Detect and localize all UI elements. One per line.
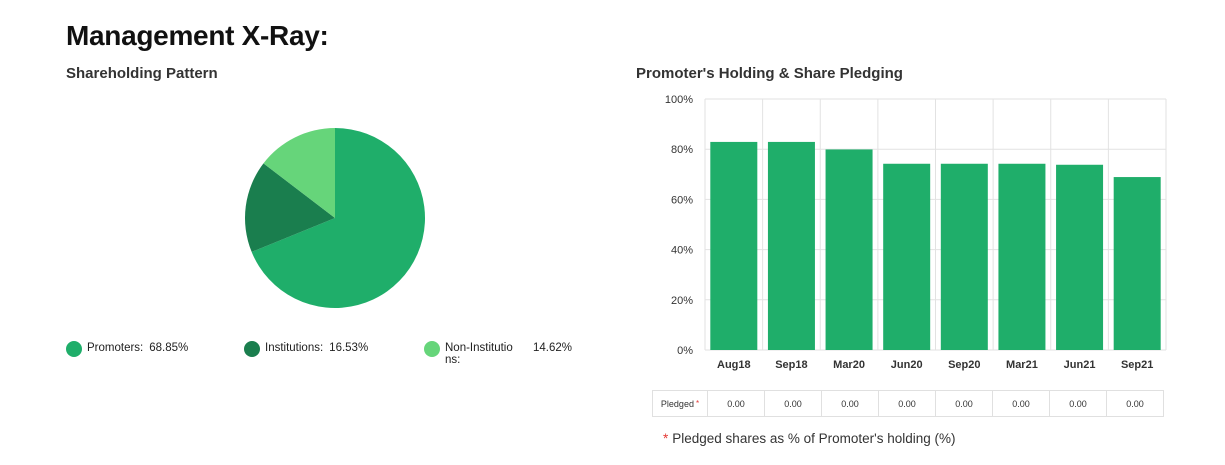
y-tick-label: 40%: [671, 245, 693, 257]
pledge-cell: 0.00: [821, 390, 879, 417]
y-tick-label: 60%: [671, 194, 693, 206]
legend-swatch-promoters: [66, 341, 82, 357]
x-tick-label: Sep21: [1121, 359, 1153, 371]
bar-sep21[interactable]: [1113, 177, 1161, 350]
pledge-asterisk: *: [695, 398, 700, 408]
pledge-cell: 0.00: [935, 390, 993, 417]
pie-chart-subtitle: Shareholding Pattern: [66, 65, 218, 82]
x-tick-label: Jun20: [891, 359, 923, 371]
footnote-text: Pledged shares as % of Promoter's holdin…: [672, 431, 956, 446]
y-tick-label: 20%: [671, 295, 693, 307]
y-tick-label: 0%: [677, 345, 693, 357]
pledge-cell: 0.00: [992, 390, 1050, 417]
pledge-cell: 0.00: [1106, 390, 1164, 417]
pledge-cell: 0.00: [707, 390, 765, 417]
legend-swatch-non-institutions: [424, 341, 440, 357]
x-tick-label: Jun21: [1064, 359, 1096, 371]
legend-label: Institutions:: [265, 342, 324, 354]
legend-swatch-institutions: [244, 341, 260, 357]
legend-value: 16.53%: [329, 342, 369, 354]
pledge-cell: 0.00: [764, 390, 822, 417]
bar-jun21[interactable]: [1056, 164, 1104, 350]
bar-mar21[interactable]: [998, 163, 1046, 350]
bar-sep18[interactable]: [767, 141, 815, 350]
x-tick-label: Sep20: [948, 359, 980, 371]
legend-item-non-institutions[interactable]: Non-Institutio ns: 14.62%: [424, 341, 573, 366]
pie-slice-noninstitutions[interactable]: [263, 128, 335, 218]
legend-label: Promoters:: [87, 342, 144, 354]
pie-slice-promoters[interactable]: [251, 128, 425, 308]
legend-label: Non-Institutio ns:: [445, 342, 513, 366]
pledge-row-label: Pledged *: [652, 390, 708, 417]
pie-slice-institutions[interactable]: [245, 163, 335, 252]
pledge-row: Pledged * 0.00 0.00 0.00 0.00 0.00 0.00 0…: [652, 390, 1164, 417]
pledge-footnote: * Pledged shares as % of Promoter's holdi…: [663, 431, 955, 446]
bar-jun20[interactable]: [883, 163, 931, 350]
y-tick-label: 80%: [671, 144, 693, 156]
pledge-cell: 0.00: [1049, 390, 1107, 417]
page-title: Management X-Ray:: [66, 20, 329, 51]
legend-item-promoters[interactable]: Promoters: 68.85%: [66, 341, 189, 357]
promoter-holding-bar-chart: 0% 20% 40% 60% 80% 100% Aug18 Sep18 Mar20 Jun20 Se…: [665, 94, 1167, 371]
shareholding-pie-chart: [245, 128, 425, 308]
bar-chart-subtitle: Promoter's Holding & Share Pledging: [636, 65, 903, 82]
x-tick-label: Aug18: [717, 359, 751, 371]
x-tick-label: Mar20: [833, 359, 865, 371]
x-tick-label: Mar21: [1006, 359, 1038, 371]
legend-item-institutions[interactable]: Institutions: 16.53%: [244, 341, 369, 357]
legend-value: 14.62%: [533, 342, 573, 354]
footnote-asterisk: *: [663, 431, 669, 446]
legend-value: 68.85%: [149, 342, 189, 354]
x-tick-label: Sep18: [775, 359, 807, 371]
bar-mar20[interactable]: [825, 149, 873, 350]
pledge-table: Pledged * 0.00 0.00 0.00 0.00 0.00 0.00 0…: [652, 390, 1164, 417]
bar-aug18[interactable]: [710, 141, 758, 350]
y-tick-label: 100%: [665, 94, 693, 106]
pledge-cell: 0.00: [878, 390, 936, 417]
pledge-label-text: Pledged: [660, 398, 694, 409]
bar-sep20[interactable]: [940, 163, 988, 350]
